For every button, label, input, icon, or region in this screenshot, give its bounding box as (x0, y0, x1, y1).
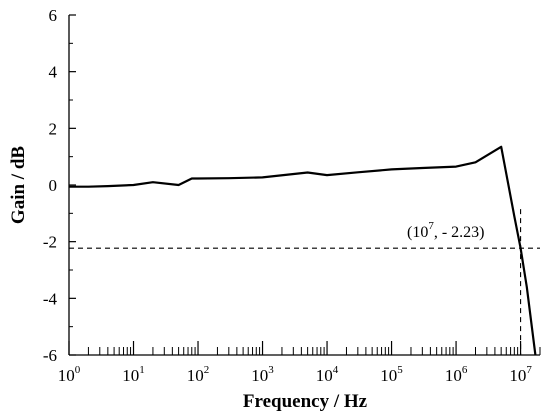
x-tick-exponent: 2 (204, 364, 210, 376)
x-tick-exponent: 1 (139, 364, 145, 376)
x-tick-exponent: 0 (75, 364, 81, 376)
y-axis-title: Gain / dB (8, 146, 29, 224)
y-ticks (69, 14, 76, 356)
x-tick-label: 104 (316, 364, 339, 385)
y-tick-label: 6 (49, 6, 58, 25)
x-tick-base: 10 (58, 366, 75, 385)
y-tick-label: -2 (43, 233, 57, 252)
x-tick-base: 10 (187, 366, 204, 385)
x-minor-ticks (87, 347, 541, 355)
x-tick-label: 105 (380, 364, 403, 385)
x-tick-base: 10 (509, 366, 526, 385)
y-tick-label: 0 (49, 176, 58, 195)
x-tick-base: 10 (445, 366, 462, 385)
annotation-exponent: 7 (428, 220, 434, 232)
x-tick-base: 10 (251, 366, 268, 385)
y-tick-label: -4 (43, 289, 58, 308)
annotation-label: (107, - 2.23) (407, 220, 484, 241)
y-tick-label: 4 (49, 63, 58, 82)
y-tick-labels: 6 4 2 0 -2 -4 -6 (43, 6, 58, 365)
x-tick-exponent: 5 (397, 364, 403, 376)
x-tick-exponent: 4 (333, 364, 339, 376)
x-tick-label: 103 (251, 364, 274, 385)
x-tick-exponent: 6 (462, 364, 468, 376)
series-line-gain (69, 145, 537, 356)
x-tick-exponent: 3 (268, 364, 274, 376)
x-tick-label: 100 (58, 364, 81, 385)
x-major-ticks (68, 341, 522, 355)
x-tick-label: 106 (445, 364, 468, 385)
x-tick-base: 10 (316, 366, 333, 385)
x-tick-label: 107 (509, 364, 532, 385)
x-tick-base: 10 (380, 366, 397, 385)
annotation-base: (10 (407, 224, 428, 241)
x-tick-base: 10 (122, 366, 139, 385)
x-axis-title: Frequency / Hz (243, 391, 368, 412)
x-tick-label: 102 (187, 364, 210, 385)
x-tick-labels: 100 101 102 103 104 105 106 107 (58, 364, 533, 385)
annotation-rest: , - 2.23) (434, 224, 485, 241)
x-tick-label: 101 (122, 364, 145, 385)
y-tick-label: -6 (43, 346, 57, 365)
x-tick-exponent: 7 (526, 364, 532, 376)
y-tick-label: 2 (49, 119, 58, 138)
